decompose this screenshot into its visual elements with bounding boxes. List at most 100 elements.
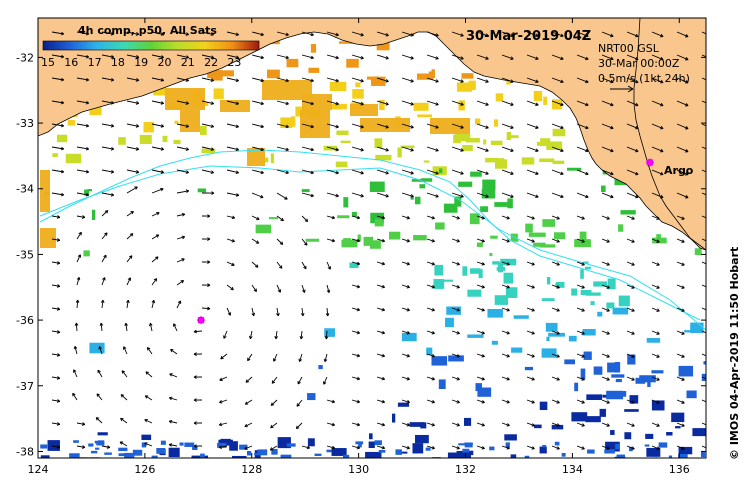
current-arrow	[247, 353, 253, 361]
current-arrow	[551, 330, 560, 335]
current-arrow-head	[85, 123, 90, 128]
current-arrow-head	[235, 147, 239, 152]
current-arrow-head	[406, 399, 410, 404]
current-arrow	[451, 376, 460, 380]
current-arrow-head	[510, 79, 514, 83]
current-arrow-head	[406, 261, 410, 266]
sst-patch	[40, 170, 50, 212]
argo-float-star	[646, 159, 654, 166]
sst-patch	[587, 449, 595, 454]
current-arrow-head	[219, 377, 223, 381]
sst-patch	[487, 308, 503, 318]
current-arrow-head	[304, 218, 309, 223]
current-arrow-head	[381, 238, 386, 243]
sst-patch	[606, 390, 624, 400]
sst-patch	[247, 450, 252, 456]
current-arrow-head	[255, 240, 260, 244]
sst-patch	[597, 311, 603, 317]
current-arrow-head	[531, 216, 535, 220]
current-arrow-head	[74, 322, 79, 326]
current-arrow-head	[60, 169, 65, 174]
current-arrow	[301, 261, 307, 270]
current-arrow-head	[481, 423, 485, 427]
current-arrow	[651, 238, 660, 243]
sst-patch	[464, 442, 473, 448]
current-arrow	[249, 330, 253, 339]
current-arrow	[351, 353, 360, 357]
current-arrow	[51, 215, 60, 218]
sst-patch	[635, 377, 646, 384]
current-arrow-head	[297, 381, 301, 385]
current-arrow-head	[185, 124, 190, 128]
sst-patch	[546, 141, 563, 150]
current-arrow	[501, 169, 514, 175]
current-arrow-head	[278, 265, 283, 269]
current-arrow-head	[207, 283, 211, 287]
current-arrow-head	[227, 312, 232, 316]
sst-patch	[571, 412, 588, 422]
current-arrow-head	[310, 193, 314, 198]
current-arrow	[651, 307, 660, 312]
sst-patch	[340, 140, 351, 144]
current-arrow-head	[381, 353, 386, 358]
current-arrow	[401, 77, 414, 83]
current-arrow	[676, 31, 689, 38]
sst-patch	[268, 217, 279, 220]
current-arrow	[451, 445, 460, 449]
current-arrow	[676, 238, 685, 243]
sst-patch	[612, 307, 629, 315]
current-arrow-head	[456, 261, 460, 266]
current-arrow	[201, 169, 214, 174]
current-arrow-head	[656, 400, 660, 404]
sst-patch	[528, 232, 546, 237]
sst-patch	[401, 332, 417, 342]
current-arrow-head	[385, 78, 389, 83]
current-arrow	[126, 300, 129, 309]
sst-patch	[336, 130, 349, 135]
current-arrow-head	[256, 216, 260, 221]
current-arrow-head	[610, 171, 614, 176]
current-arrow	[626, 31, 639, 37]
sst-patch	[580, 289, 592, 296]
current-arrow-head	[75, 299, 80, 303]
current-arrow	[351, 399, 360, 403]
current-arrow-head	[260, 78, 264, 83]
sst-patch	[413, 102, 429, 111]
current-arrow	[101, 77, 114, 81]
current-arrow	[626, 284, 635, 289]
current-arrow-head	[560, 148, 564, 153]
current-arrow	[76, 169, 89, 173]
sst-patch	[574, 382, 579, 392]
current-arrow	[401, 422, 410, 426]
current-arrow-head	[610, 148, 614, 153]
sst-patch	[703, 361, 706, 365]
sst-patch	[40, 455, 50, 458]
x-tick-label: 132	[455, 463, 476, 476]
current-arrow-head	[285, 124, 289, 129]
current-arrow	[626, 192, 639, 198]
sst-patch	[420, 422, 427, 429]
current-arrow	[526, 261, 535, 266]
current-arrow-head	[193, 352, 197, 356]
sst-patch	[414, 196, 421, 205]
current-arrow-head	[656, 446, 660, 450]
sst-patch	[474, 118, 481, 125]
sst-patch	[447, 452, 460, 458]
current-arrow	[326, 146, 339, 151]
current-arrow	[101, 254, 107, 263]
current-arrow	[401, 284, 410, 288]
current-arrow	[351, 192, 364, 197]
sst-patch	[255, 224, 272, 234]
current-arrow-head	[121, 370, 126, 374]
current-arrow-head	[260, 101, 264, 106]
current-arrow	[226, 123, 239, 128]
current-arrow-head	[185, 147, 190, 151]
sst-patch	[199, 125, 207, 136]
current-arrow-head	[631, 331, 635, 335]
current-arrow	[676, 54, 689, 61]
current-arrow	[401, 307, 410, 311]
current-arrow-head	[585, 148, 589, 153]
current-arrow-head	[285, 55, 289, 60]
current-arrow	[551, 261, 560, 266]
